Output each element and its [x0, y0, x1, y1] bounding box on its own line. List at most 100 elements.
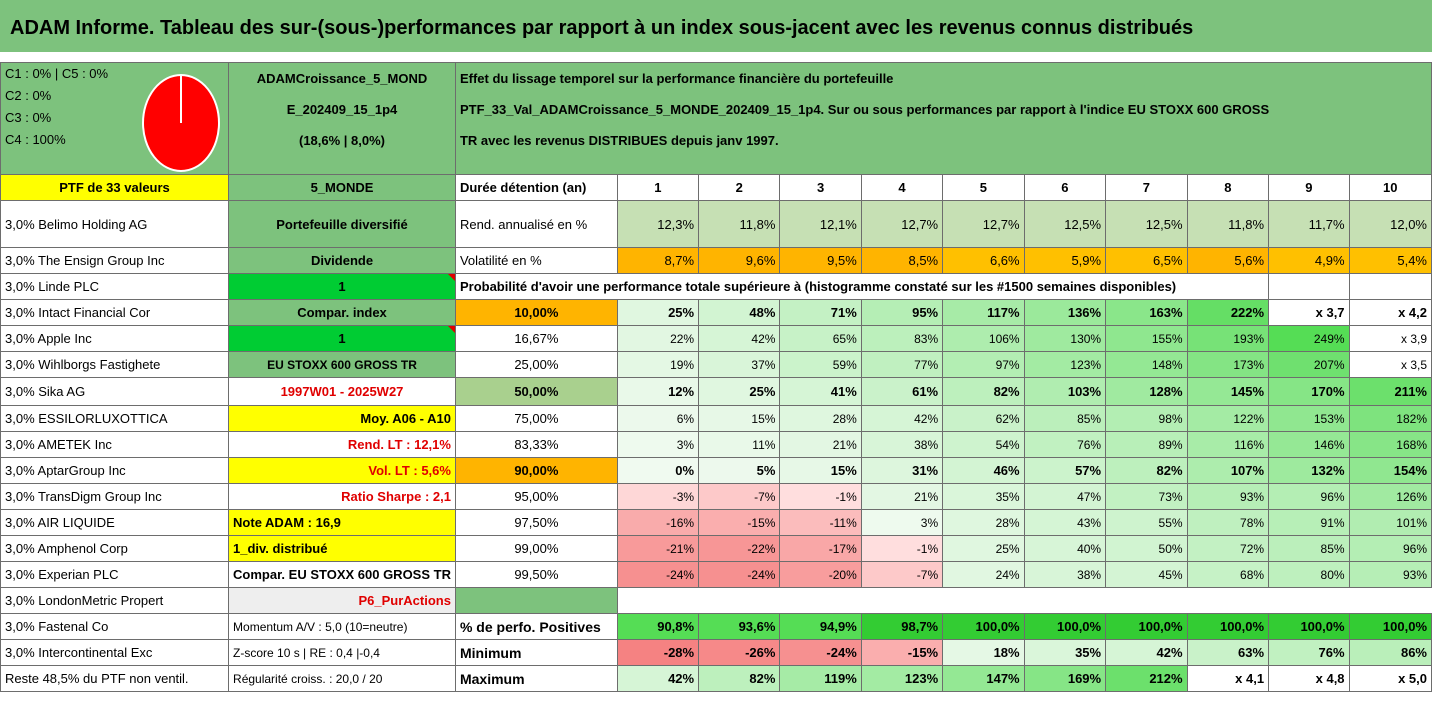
probability-value: 145% [1186, 377, 1270, 406]
probability-level: 75,00% [454, 405, 618, 432]
vol-value: 8,7% [616, 247, 700, 274]
portfolio-attribute: 1 [228, 325, 456, 352]
probability-value: 193% [1186, 325, 1270, 352]
probability-value: 116% [1186, 431, 1270, 458]
positives-value: 100,0% [1348, 613, 1432, 640]
probability-value: 106% [942, 325, 1025, 352]
probability-level: 97,50% [454, 509, 618, 536]
positives-value: 100,0% [1268, 613, 1350, 640]
probability-value: 15% [779, 457, 862, 484]
maximum-value: 42% [616, 665, 700, 692]
probability-value: 28% [779, 405, 862, 432]
probability-value: 22% [616, 325, 700, 352]
probability-value: 35% [942, 483, 1025, 510]
vol-value: 4,9% [1268, 247, 1350, 274]
rend-label: Rend. annualisé en % [454, 200, 618, 248]
probability-value: 42% [860, 405, 944, 432]
duration-label: Durée détention (an) [454, 174, 618, 201]
probability-value: 96% [1348, 535, 1432, 562]
probability-value: 173% [1186, 351, 1270, 378]
probability-value: 11% [698, 431, 781, 458]
positives-value: 93,6% [698, 613, 781, 640]
portfolio-name-line-1: ADAMCroissance_5_MOND [256, 71, 428, 86]
probability-value: -3% [616, 483, 700, 510]
holding-name: 3,0% Fastenal Co [0, 613, 230, 640]
probability-value: 54% [942, 431, 1025, 458]
probability-value: 153% [1268, 405, 1350, 432]
holding-name: 3,0% Sika AG [0, 377, 230, 406]
probability-value: 37% [698, 351, 781, 378]
minimum-value: -15% [860, 639, 944, 666]
probability-value: 38% [1023, 561, 1107, 588]
probability-value: 3% [616, 431, 700, 458]
portfolio-attribute: Z-score 10 s | RE : 0,4 |-0,4 [228, 639, 456, 666]
probability-value: 50% [1105, 535, 1188, 562]
probability-value: 122% [1186, 405, 1270, 432]
vol-value: 5,9% [1023, 247, 1107, 274]
minimum-value: 18% [942, 639, 1025, 666]
portfolio-name: ADAMCroissance_5_MOND E_202409_15_1p4 (1… [228, 62, 456, 175]
probability-value: 45% [1105, 561, 1188, 588]
rend-value: 12,3% [616, 200, 700, 248]
probability-value: -16% [616, 509, 700, 536]
empty-cell [1268, 273, 1350, 300]
positives-value: 100,0% [1105, 613, 1188, 640]
probability-value: 126% [1348, 483, 1432, 510]
holding-name: 3,0% Amphenol Corp [0, 535, 230, 562]
maximum-value: 119% [779, 665, 862, 692]
probability-value: 222% [1186, 299, 1270, 326]
portfolio-attribute: Régularité croiss. : 20,0 / 20 [228, 665, 456, 692]
probability-value: 128% [1105, 377, 1188, 406]
probability-value: 42% [698, 325, 781, 352]
portfolio-attribute: Compar. EU STOXX 600 GROSS TR [228, 561, 456, 588]
holding-name: 3,0% AMETEK Inc [0, 431, 230, 458]
probability-value: -7% [860, 561, 944, 588]
probability-value: 28% [942, 509, 1025, 536]
maximum-value: x 4,8 [1268, 665, 1350, 692]
probability-value: 96% [1268, 483, 1350, 510]
holding-name: 3,0% ESSILORLUXOTTICA [0, 405, 230, 432]
probability-value: 163% [1105, 299, 1188, 326]
probability-value: -1% [779, 483, 862, 510]
maximum-value: 212% [1105, 665, 1188, 692]
minimum-value: 35% [1023, 639, 1107, 666]
probability-value: -1% [860, 535, 944, 562]
portfolio-attribute: Ratio Sharpe : 2,1 [228, 483, 456, 510]
probability-value: -22% [698, 535, 781, 562]
probability-value: 93% [1186, 483, 1270, 510]
probability-value: 130% [1023, 325, 1107, 352]
probability-value: 25% [942, 535, 1025, 562]
probability-value: 85% [1023, 405, 1107, 432]
minimum-value: 76% [1268, 639, 1350, 666]
year-header: 7 [1105, 174, 1188, 201]
legend-c1-c5: C1 : 0% | C5 : 0% [5, 66, 109, 81]
probability-value: 3% [860, 509, 944, 536]
legend-c2: C2 : 0% [5, 88, 52, 103]
holding-name: 3,0% LondonMetric Propert [0, 587, 230, 614]
portfolio-attribute: Rend. LT : 12,1% [228, 431, 456, 458]
probability-value: -21% [616, 535, 700, 562]
probability-value: 6% [616, 405, 700, 432]
minimum-value: 63% [1186, 639, 1270, 666]
probability-value: 48% [698, 299, 781, 326]
portfolio-attribute: Dividende [228, 247, 456, 274]
maximum-value: 169% [1023, 665, 1107, 692]
probability-level: 95,00% [454, 483, 618, 510]
probability-value: 78% [1186, 509, 1270, 536]
probability-value: 154% [1348, 457, 1432, 484]
holding-name: 3,0% Intact Financial Cor [0, 299, 230, 326]
probability-value: 93% [1348, 561, 1432, 588]
holding-name: 3,0% Experian PLC [0, 561, 230, 588]
rend-value: 12,7% [860, 200, 944, 248]
vol-value: 5,4% [1348, 247, 1432, 274]
probability-value: 73% [1105, 483, 1188, 510]
portfolio-attribute: EU STOXX 600 GROSS TR [228, 351, 456, 378]
profile-label: 5_MONDE [228, 174, 456, 201]
maximum-value: 82% [698, 665, 781, 692]
portfolio-attribute: Portefeuille diversifié [228, 200, 456, 248]
probability-value: 82% [1105, 457, 1188, 484]
vol-value: 6,6% [942, 247, 1025, 274]
minimum-value: -24% [779, 639, 862, 666]
minimum-value: 86% [1348, 639, 1432, 666]
positives-value: 100,0% [1186, 613, 1270, 640]
